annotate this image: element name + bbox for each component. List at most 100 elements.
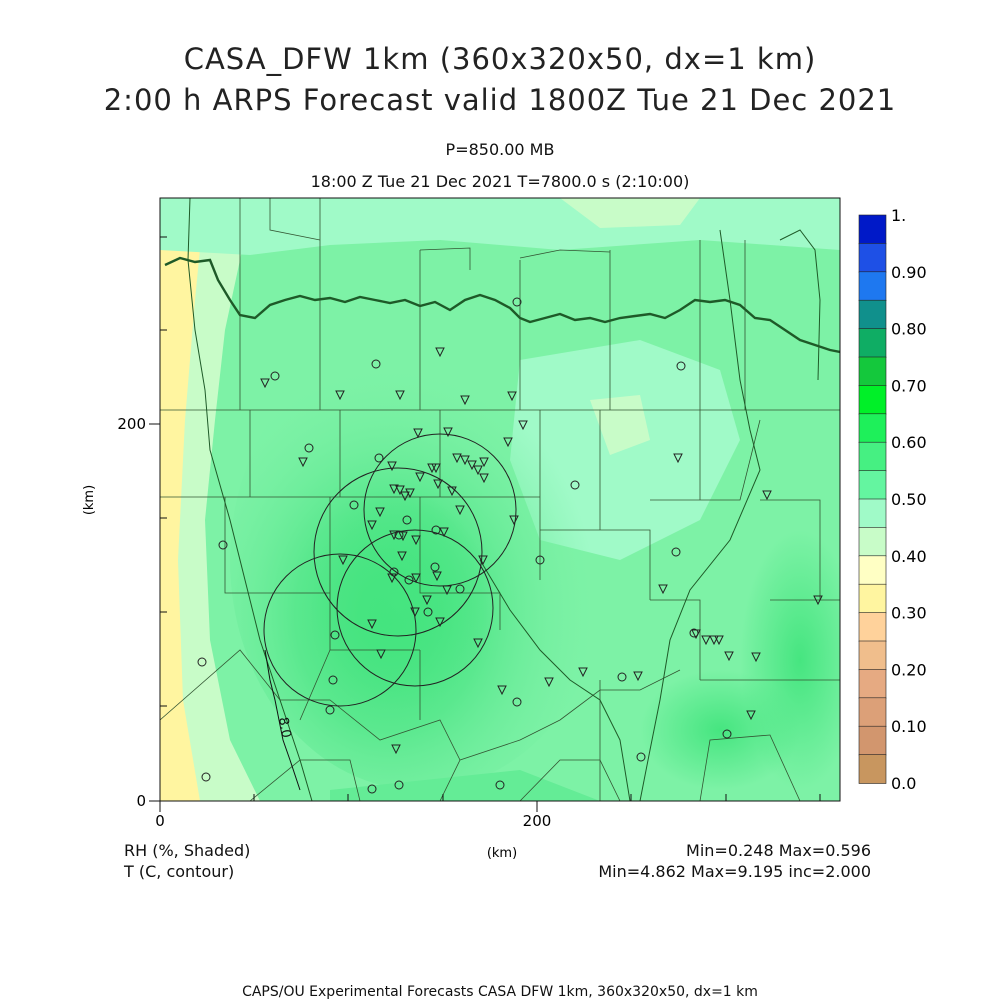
station-triangle-marker bbox=[400, 491, 410, 502]
station-triangle-marker bbox=[479, 473, 489, 484]
station-circle-marker bbox=[270, 371, 280, 381]
colorbar-swatch bbox=[858, 243, 887, 273]
rh-stats: Min=0.248 Max=0.596 bbox=[686, 841, 871, 860]
colorbar-swatch bbox=[858, 413, 887, 443]
rivers bbox=[187, 198, 821, 801]
station-triangle-marker bbox=[447, 486, 457, 497]
station-triangle-marker bbox=[443, 427, 453, 438]
colorbar-swatch bbox=[858, 328, 887, 358]
station-triangle-marker bbox=[431, 463, 441, 474]
y-tick-label-200: 200 bbox=[117, 415, 146, 433]
station-triangle-marker bbox=[415, 472, 425, 483]
river-northeast bbox=[779, 229, 821, 381]
y-axis-label: (km) bbox=[82, 485, 97, 515]
county-grid-far-south bbox=[249, 734, 801, 801]
credit-line: CAPS/OU Experimental Forecasts CASA DFW … bbox=[242, 984, 758, 1000]
radar-ring-1 bbox=[363, 433, 517, 587]
station-triangle-marker bbox=[411, 573, 421, 584]
colorbar-label: 0.70 bbox=[891, 376, 927, 395]
station-triangle-marker bbox=[473, 638, 483, 649]
radar-rings bbox=[263, 433, 517, 707]
station-circle-marker bbox=[495, 780, 505, 790]
station-triangle-marker bbox=[701, 635, 711, 646]
station-triangle-marker bbox=[398, 531, 408, 542]
station-triangle-marker bbox=[460, 455, 470, 466]
station-circle-marker bbox=[404, 575, 414, 585]
x-tick-label-0: 0 bbox=[155, 812, 165, 830]
station-markers bbox=[197, 297, 823, 794]
station-triangle-marker bbox=[411, 535, 421, 546]
station-triangle-marker bbox=[452, 453, 462, 464]
station-circle-marker bbox=[636, 752, 646, 762]
colorbar bbox=[858, 214, 887, 784]
pressure-level: P=850.00 MB bbox=[445, 140, 555, 159]
radar-ring-4 bbox=[263, 553, 417, 707]
colorbar-swatch bbox=[858, 640, 887, 671]
field-label-t: T (C, contour) bbox=[124, 862, 235, 881]
county-grid-east bbox=[540, 410, 840, 681]
colorbar-swatch bbox=[858, 527, 887, 557]
station-triangle-marker bbox=[724, 651, 734, 662]
title-line-1: CASA_DFW 1km (360x320x50, dx=1 km) bbox=[183, 42, 817, 76]
station-triangle-marker bbox=[413, 428, 423, 439]
station-triangle-marker bbox=[391, 744, 401, 755]
colorbar-label: 0.40 bbox=[891, 547, 927, 566]
station-triangle-marker bbox=[367, 619, 377, 630]
temperature-contour: 8.0 bbox=[264, 649, 301, 791]
title-line-2: 2:00 h ARPS Forecast valid 1800Z Tue 21 … bbox=[103, 83, 897, 117]
station-triangle-marker bbox=[658, 584, 668, 595]
colorbar-swatch bbox=[858, 385, 887, 415]
station-circle-marker bbox=[374, 453, 384, 463]
station-triangle-marker bbox=[376, 649, 386, 660]
station-circle-marker bbox=[367, 784, 377, 794]
station-circle-marker bbox=[535, 555, 545, 565]
station-triangle-marker bbox=[375, 507, 385, 518]
colorbar-label: 0.20 bbox=[891, 660, 927, 679]
colorbar-swatch bbox=[858, 555, 887, 585]
county-grid-extra bbox=[299, 410, 701, 801]
axis-ticks bbox=[149, 236, 821, 812]
t-stats: Min=4.862 Max=9.195 inc=2.000 bbox=[598, 862, 871, 881]
station-circle-marker bbox=[394, 530, 404, 540]
rh-driest-west bbox=[160, 198, 205, 801]
colorbar-swatch bbox=[858, 754, 887, 784]
station-triangle-marker bbox=[410, 607, 420, 618]
x-axis-label: (km) bbox=[487, 846, 517, 861]
station-triangle-marker bbox=[709, 635, 719, 646]
station-circle-marker bbox=[325, 705, 335, 715]
station-triangle-marker bbox=[298, 457, 308, 468]
station-circle-marker bbox=[304, 443, 314, 453]
station-triangle-marker bbox=[673, 453, 683, 464]
county-lines bbox=[160, 198, 840, 801]
colorbar-swatch bbox=[858, 498, 887, 529]
station-triangle-marker bbox=[432, 571, 442, 582]
station-triangle-marker bbox=[435, 347, 445, 358]
station-circle-marker bbox=[722, 729, 732, 739]
station-triangle-marker bbox=[473, 465, 483, 476]
station-triangle-marker bbox=[578, 667, 588, 678]
plot-frame bbox=[159, 197, 841, 802]
colorbar-label: 0.30 bbox=[891, 604, 927, 623]
station-triangle-marker bbox=[509, 515, 519, 526]
station-circle-marker bbox=[455, 584, 465, 594]
station-triangle-marker bbox=[714, 635, 724, 646]
colorbar-label: 0.0 bbox=[891, 774, 916, 793]
station-circle-marker bbox=[431, 525, 441, 535]
station-circle-marker bbox=[371, 359, 381, 369]
rh-moist-center bbox=[310, 490, 490, 710]
rh-shading bbox=[160, 198, 840, 801]
station-triangle-marker bbox=[544, 677, 554, 688]
station-triangle-marker bbox=[460, 395, 470, 406]
station-circle-marker bbox=[676, 361, 686, 371]
station-triangle-marker bbox=[633, 671, 643, 682]
colorbar-label: 0.80 bbox=[891, 320, 927, 339]
station-triangle-marker bbox=[751, 652, 761, 663]
colorbar-labels: 1. 0.90 0.80 0.70 0.60 0.50 0.40 0.30 0.20 0.10 0.… bbox=[891, 206, 927, 793]
station-triangle-marker bbox=[395, 485, 405, 496]
station-circle-marker bbox=[328, 675, 338, 685]
colorbar-swatch bbox=[858, 669, 887, 699]
valid-time: 18:00 Z Tue 21 Dec 2021 T=7800.0 s (2:10… bbox=[310, 172, 690, 191]
station-triangle-marker bbox=[260, 378, 270, 389]
station-circle-marker bbox=[423, 607, 433, 617]
